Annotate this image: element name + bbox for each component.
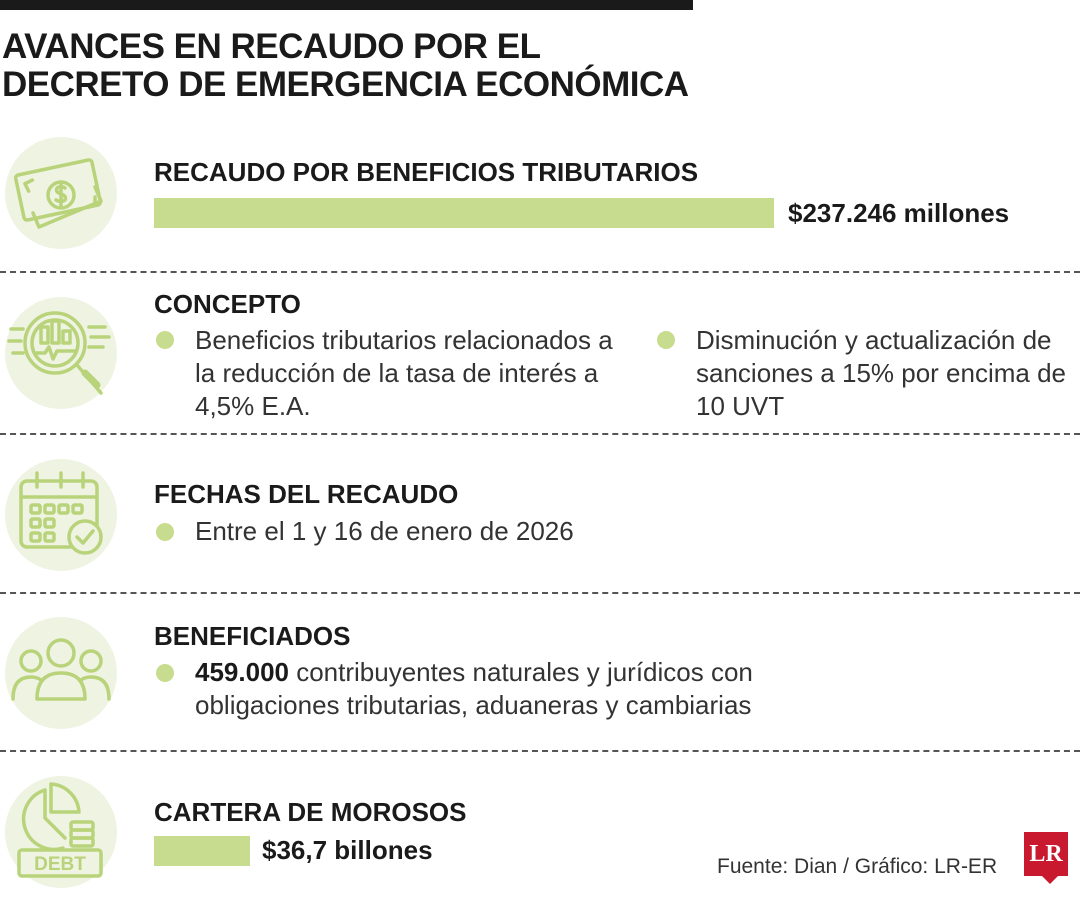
- brand-logo: LR: [1024, 832, 1068, 884]
- bullet-dot: [156, 331, 174, 349]
- beneficiados-heading: BENEFICIADOS: [154, 621, 351, 651]
- divider: [0, 592, 1080, 594]
- fechas-heading: FECHAS DEL RECAUDO: [154, 479, 459, 509]
- debt-pie-icon: DEBT: [5, 776, 117, 888]
- bullet-dot: [657, 331, 675, 349]
- divider: [0, 433, 1080, 435]
- calendar-check-icon: [5, 459, 117, 571]
- fechas-item-1: Entre el 1 y 16 de enero de 2026: [195, 516, 574, 546]
- money-bill-icon: [5, 137, 117, 249]
- concepto-item-1: Beneficios tributarios relacionados a la…: [195, 325, 613, 421]
- divider: [0, 750, 1080, 752]
- debt-label: DEBT: [34, 854, 86, 875]
- cartera-bar: [154, 836, 250, 866]
- beneficiados-text: contribuyentes naturales y jurídicos con…: [195, 657, 753, 720]
- cartera-heading: CARTERA DE MOROSOS: [154, 797, 467, 827]
- top-rule: [0, 0, 693, 10]
- source-note: Fuente: Dian / Gráfico: LR-ER: [717, 855, 998, 878]
- recaudo-heading: RECAUDO POR BENEFICIOS TRIBUTARIOS: [154, 157, 699, 187]
- title-line-1: AVANCES EN RECAUDO POR EL: [2, 27, 541, 66]
- cartera-value: $36,7 billones: [262, 835, 433, 865]
- bullet-dot: [156, 523, 174, 541]
- concepto-heading: CONCEPTO: [154, 289, 301, 319]
- recaudo-value: $237.246 millones: [788, 198, 1010, 228]
- recaudo-bar: [154, 198, 774, 228]
- magnifier-chart-icon: [5, 297, 117, 409]
- title-line-2: DECRETO DE EMERGENCIA ECONÓMICA: [2, 65, 689, 104]
- bullet-dot: [156, 664, 174, 682]
- concepto-item-2: Disminución y actualización de sanciones…: [696, 325, 1067, 421]
- people-icon: [5, 617, 117, 729]
- beneficiados-item-1: 459.000 contribuyentes naturales y juríd…: [195, 656, 855, 722]
- divider: [0, 271, 1080, 273]
- page-title: AVANCES EN RECAUDO POR EL DECRETO DE EME…: [2, 28, 689, 104]
- beneficiados-count: 459.000: [195, 657, 289, 687]
